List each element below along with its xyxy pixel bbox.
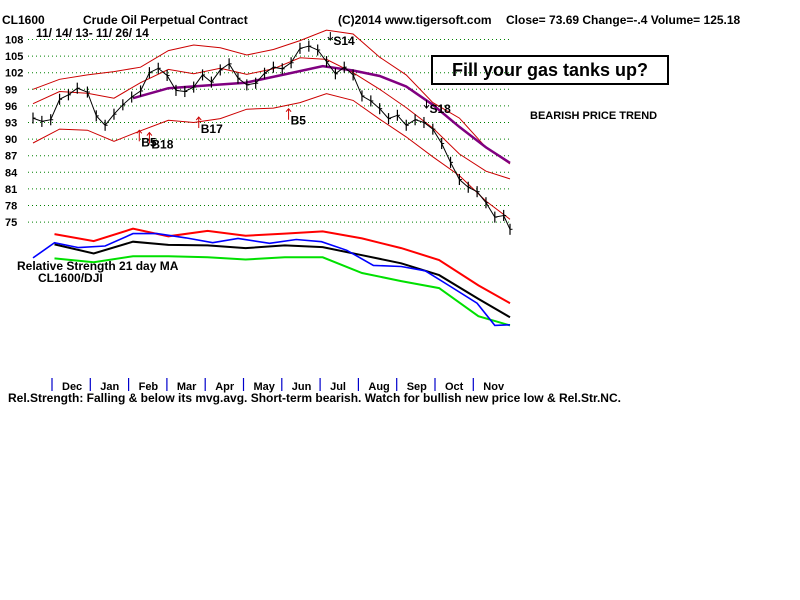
y-tick-label: 75 [5, 217, 17, 229]
signal-label: B5 [291, 114, 307, 128]
trend-label: BEARISH PRICE TREND [530, 110, 657, 122]
y-tick-label: 93 [5, 118, 17, 130]
rs-line-line [33, 234, 510, 326]
y-tick-label: 108 [5, 35, 23, 47]
signal-label: S14 [333, 34, 355, 48]
signal-label: B18 [151, 138, 173, 152]
y-tick-label: 87 [5, 151, 17, 163]
upper-band-line [33, 30, 510, 164]
y-axis-ticks: 108 105 102 99 96 93 90 87 84 81 78 75 [5, 35, 23, 230]
y-tick-label: 78 [5, 201, 17, 213]
signal-s14: S14 [328, 32, 355, 48]
relative-strength-panel [33, 229, 510, 326]
rel-strength-summary: Rel.Strength: Falling & below its mvg.av… [8, 391, 621, 405]
rs-ratio-label: CL1600/DJI [38, 271, 103, 285]
y-tick-label: 90 [5, 134, 17, 146]
signal-label: S18 [429, 102, 451, 116]
y-tick-label: 84 [5, 167, 18, 179]
signal-b5: B5 [286, 109, 306, 128]
y-tick-label: 102 [5, 68, 23, 80]
y-tick-label: 105 [5, 51, 23, 63]
callout-box: Fill your gas tanks up? [431, 55, 669, 85]
rs-ma-line [55, 242, 511, 318]
y-tick-label: 99 [5, 84, 17, 96]
signal-label: B17 [201, 122, 223, 136]
y-tick-label: 96 [5, 101, 17, 113]
y-tick-label: 81 [5, 184, 17, 196]
